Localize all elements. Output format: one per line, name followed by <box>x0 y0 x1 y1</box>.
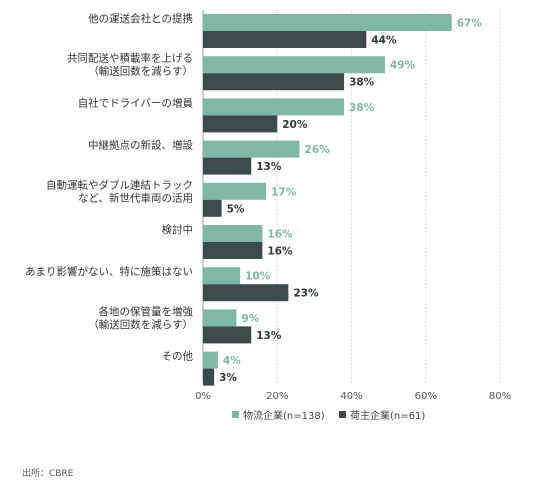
data-label: 38% <box>349 102 375 114</box>
data-label: 10% <box>245 271 271 283</box>
x-axis-ticks: 0% 20% 40% 60% 80% <box>195 391 511 402</box>
data-label: 44% <box>371 35 397 47</box>
data-label: 16% <box>267 229 293 241</box>
data-label: 20% <box>282 119 308 131</box>
data-label: 4% <box>223 355 241 367</box>
data-label: 16% <box>267 246 293 258</box>
bar <box>203 267 241 285</box>
data-label: 67% <box>457 18 483 30</box>
bar <box>203 225 263 242</box>
legend-label: 物流企業(n=138) <box>243 409 325 422</box>
legend: 物流企業(n=138) 荷主企業(n=61) <box>232 409 425 422</box>
x-tick-label: 60% <box>415 391 437 402</box>
bars: 67% 44% 49% 38% 38% 20% 26% 13% 17% 5% 16% 16% 10% 23… <box>203 14 482 386</box>
bar <box>203 157 252 175</box>
category-label: 自動運転やダブル連結トラックなど、新世代車両の活用 <box>46 178 193 204</box>
data-label: 26% <box>305 144 331 156</box>
x-tick-label: 40% <box>340 391 362 402</box>
x-tick-label: 0% <box>195 391 211 402</box>
data-label: 23% <box>293 288 319 300</box>
bar <box>203 182 267 200</box>
data-label: 3% <box>219 372 237 384</box>
bar <box>203 242 263 259</box>
category-label: あまり影響がない、特に施策はない <box>25 265 193 278</box>
bar <box>203 284 289 302</box>
data-label: 17% <box>271 186 297 198</box>
bar <box>203 98 345 116</box>
bar <box>203 115 278 133</box>
data-label: 5% <box>227 203 245 215</box>
legend-label: 荷主企業(n=61) <box>350 409 425 422</box>
data-label: 13% <box>256 161 282 173</box>
bar <box>203 368 215 386</box>
bar <box>203 56 385 74</box>
bar <box>203 351 218 369</box>
category-label: 中継拠点の新設、増設 <box>88 139 193 152</box>
category-label: 他の運送会社との提携 <box>88 12 193 25</box>
legend-swatch <box>232 411 239 418</box>
bar <box>203 199 222 217</box>
category-label: その他 <box>162 350 194 363</box>
category-label: 検討中 <box>162 223 194 236</box>
category-label: 各地の保管量を増強（輸送回数を減らす） <box>88 305 193 331</box>
data-label: 13% <box>256 330 282 342</box>
legend-swatch <box>339 411 346 418</box>
data-label: 49% <box>390 60 416 72</box>
bar <box>203 309 237 327</box>
x-tick-label: 80% <box>489 391 511 402</box>
x-tick-label: 20% <box>266 391 288 402</box>
bar <box>203 326 252 344</box>
bar <box>203 31 367 48</box>
bar <box>203 14 452 31</box>
category-label: 共同配送や積載率を上げる（輸送回数を減らす） <box>67 52 193 78</box>
data-label: 38% <box>349 77 375 89</box>
bar <box>203 73 345 91</box>
data-label: 9% <box>241 313 259 325</box>
category-label: 自社でドライバーの増員 <box>78 96 194 109</box>
bar <box>203 140 300 158</box>
source-note: 出所：CBRE <box>22 469 74 479</box>
